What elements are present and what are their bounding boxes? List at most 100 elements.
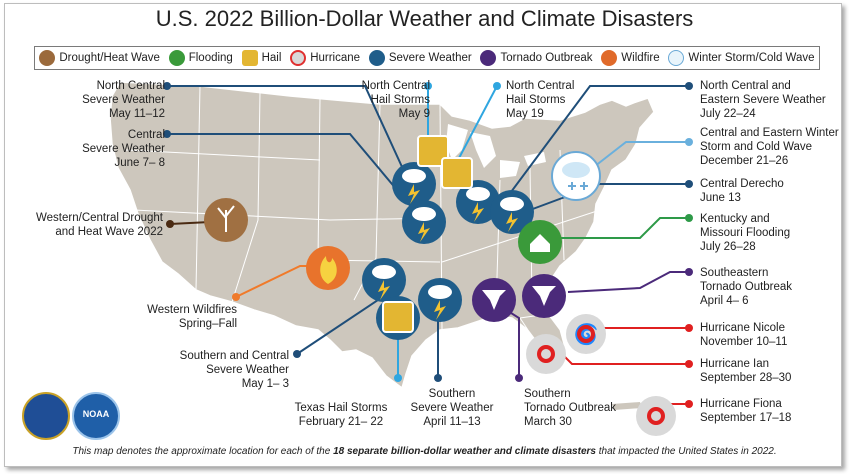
- event-western-wildfires: Western Wildfires Spring–Fall: [147, 303, 237, 331]
- event-date: June 7– 8: [114, 157, 165, 169]
- event-north-central-hail-may19: North Central Hail Storms May 19: [506, 79, 574, 121]
- event-hurricane-ian: Hurricane Ian September 28–30: [700, 357, 791, 385]
- leader-line: [560, 217, 689, 239]
- event-label: Central and Eastern Winter: [700, 127, 839, 139]
- event-central-derecho: Central Derecho June 13: [700, 177, 784, 205]
- event-date: September 28–30: [700, 372, 792, 384]
- winter-storm-icon: [668, 50, 685, 66]
- event-north-central-eastern-severe: North Central and Eastern Severe Weather J…: [700, 79, 826, 121]
- tornado-glyph: [482, 290, 506, 310]
- event-label: Hurricane Nicole: [700, 322, 786, 334]
- leader-line: [567, 271, 689, 293]
- event-label: North Central: [506, 80, 575, 92]
- event-label: Severe Weather: [82, 94, 165, 106]
- event-north-central-severe-weather: North Central Severe Weather May 11–12: [82, 79, 165, 121]
- event-label: Southern: [428, 388, 476, 400]
- lightning-glyphs: [378, 184, 518, 320]
- leader-endpoints: [163, 82, 693, 408]
- leader-dot: [685, 360, 693, 368]
- leader-dot: [434, 374, 442, 382]
- legend-item-hail: Hail: [241, 50, 281, 66]
- event-label: Southern and Central: [179, 350, 289, 362]
- event-hurricane-nicole: Hurricane Nicole November 10–11: [700, 321, 787, 349]
- leader-line: [507, 85, 689, 197]
- event-date: May 19: [506, 108, 544, 120]
- footer-text: This map denotes the approximate locatio…: [72, 446, 334, 457]
- event-label: Central Derecho: [700, 178, 784, 190]
- drought-icon: [39, 50, 56, 66]
- tornado-icon: [480, 50, 497, 66]
- event-texas-hail-storms: Texas Hail Storms February 21– 22: [276, 401, 406, 429]
- event-label: Eastern Severe Weather: [700, 94, 826, 106]
- hail-icon: [417, 135, 449, 167]
- event-date: February 21– 22: [298, 416, 384, 428]
- leader-dot: [685, 324, 693, 332]
- leader-dot: [163, 82, 171, 90]
- event-label: Western Wildfires: [147, 304, 237, 316]
- leader-dot: [493, 82, 501, 90]
- event-label: Missouri Flooding: [700, 227, 791, 239]
- hurricane-eye: [647, 407, 665, 425]
- legend-item-hurricane: Hurricane: [290, 50, 360, 66]
- event-central-severe-weather: Central Severe Weather June 7– 8: [82, 128, 165, 170]
- event-label: Severe Weather: [206, 364, 289, 376]
- great-lakes: [446, 124, 546, 178]
- footer-text: that impacted the United States in 2022.: [595, 446, 777, 457]
- event-date: April 11–13: [423, 416, 481, 428]
- legend-item-drought: Drought/Heat Wave: [39, 50, 160, 66]
- flame-glyph: [320, 256, 337, 284]
- house-glyph: [530, 234, 550, 252]
- event-date: June 13: [700, 192, 741, 204]
- event-label: Hurricane Ian: [700, 358, 770, 370]
- leader-dot: [685, 138, 693, 146]
- event-label: Tornado Outbreak: [524, 402, 617, 414]
- leader-line: [457, 85, 498, 161]
- leader-line: [167, 85, 409, 181]
- leader-line: [589, 141, 689, 171]
- leader-dot: [293, 350, 301, 358]
- leader-dot: [163, 130, 171, 138]
- event-date: July 26–28: [700, 241, 756, 253]
- tornado-glyph: [532, 286, 556, 306]
- footer-bold-text: 18 separate billion-dollar weather and c…: [333, 446, 596, 457]
- noaa-logo-text: NOAA: [82, 409, 110, 419]
- legend-label: Severe Weather: [388, 52, 472, 64]
- event-date: Spring–Fall: [178, 318, 237, 330]
- event-southern-tornado-outbreak: Southern Tornado Outbreak March 30: [524, 387, 616, 429]
- event-label: Texas Hail Storms: [294, 402, 388, 414]
- legend-label: Wildfire: [621, 52, 660, 64]
- event-date: July 22–24: [700, 108, 756, 120]
- legend-item-flooding: Flooding: [168, 50, 233, 66]
- hurricane-icon: [526, 334, 566, 374]
- hurricane-icon: [566, 314, 606, 354]
- legend-label: Tornado Outbreak: [500, 52, 593, 64]
- legend-item-severe: Severe Weather: [368, 50, 472, 66]
- leader-dot: [394, 374, 402, 382]
- leader-dot: [515, 374, 523, 382]
- leader-line: [169, 221, 211, 225]
- event-label: Severe Weather: [410, 402, 494, 414]
- leader-line: [529, 183, 689, 211]
- hail-icon: [241, 50, 258, 66]
- event-date: September 17–18: [700, 412, 792, 424]
- drought-tree-glyph: [217, 205, 235, 232]
- hurricane-eye: [537, 345, 555, 363]
- event-label: North Central and: [700, 80, 791, 92]
- event-date: May 11–12: [108, 108, 165, 120]
- event-label: Severe Weather: [82, 143, 165, 155]
- leader-line: [296, 295, 385, 355]
- legend-item-tornado: Tornado Outbreak: [480, 50, 593, 66]
- event-date: May 9: [398, 108, 430, 120]
- legend-item-winter: Winter Storm/Cold Wave: [668, 50, 815, 66]
- event-western-central-drought: Western/Central Drought and Heat Wave 202…: [36, 211, 163, 239]
- hail-icon: [441, 157, 473, 189]
- event-label: and Heat Wave 2022: [55, 226, 163, 238]
- event-date: March 30: [524, 416, 572, 428]
- flood-icon: [168, 50, 185, 66]
- event-southeastern-tornado-outbreak: Southeastern Tornado Outbreak April 4– 6: [700, 266, 792, 308]
- event-label: Western/Central Drought: [36, 212, 163, 224]
- legend: Drought/Heat Wave Flooding Hail Hurrican…: [34, 46, 820, 70]
- leader-dot: [685, 400, 693, 408]
- event-label: Hail Storms: [370, 94, 430, 106]
- map-title: U.S. 2022 Billion-Dollar Weather and Cli…: [155, 6, 694, 31]
